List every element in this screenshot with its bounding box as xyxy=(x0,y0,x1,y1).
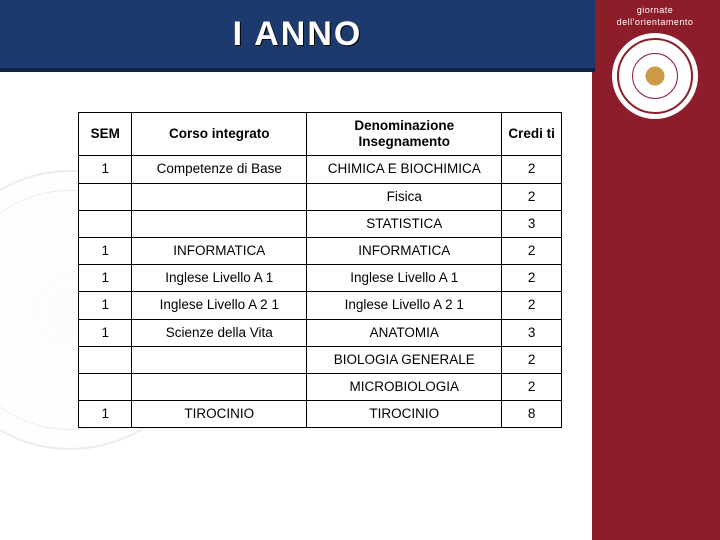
cell-sem: 1 xyxy=(79,237,132,264)
cell-sem xyxy=(79,373,132,400)
logo-top-right: giornate dell'orientamento xyxy=(600,6,710,136)
cell-cred: 8 xyxy=(502,401,562,428)
cell-cred: 2 xyxy=(502,156,562,183)
cell-sem: 1 xyxy=(79,156,132,183)
cell-denom: ANATOMIA xyxy=(307,319,502,346)
table-row: 1 Inglese Livello A 1 Inglese Livello A … xyxy=(79,265,562,292)
col-header-sem: SEM xyxy=(79,113,132,156)
table-header-row: SEM Corso integrato Denominazione Insegn… xyxy=(79,113,562,156)
cell-denom: INFORMATICA xyxy=(307,237,502,264)
cell-denom: Inglese Livello A 1 xyxy=(307,265,502,292)
table-row: 1 Scienze della Vita ANATOMIA 3 xyxy=(79,319,562,346)
cell-cred: 2 xyxy=(502,265,562,292)
cell-cred: 2 xyxy=(502,292,562,319)
cell-cred: 2 xyxy=(502,183,562,210)
cell-sem xyxy=(79,183,132,210)
cell-corso: INFORMATICA xyxy=(132,237,307,264)
cell-denom: MICROBIOLOGIA xyxy=(307,373,502,400)
cell-cred: 2 xyxy=(502,373,562,400)
cell-sem xyxy=(79,210,132,237)
cell-denom: CHIMICA E BIOCHIMICA xyxy=(307,156,502,183)
cell-corso xyxy=(132,346,307,373)
cell-cred: 3 xyxy=(502,319,562,346)
cell-corso: Competenze di Base xyxy=(132,156,307,183)
curriculum-table-wrap: SEM Corso integrato Denominazione Insegn… xyxy=(78,112,562,428)
col-header-cred: Credi ti xyxy=(502,113,562,156)
cell-sem: 1 xyxy=(79,292,132,319)
table-row: MICROBIOLOGIA 2 xyxy=(79,373,562,400)
cell-corso xyxy=(132,373,307,400)
table-row: 1 INFORMATICA INFORMATICA 2 xyxy=(79,237,562,264)
cell-denom: TIROCINIO xyxy=(307,401,502,428)
logo-text-top: giornate xyxy=(637,6,674,15)
cell-corso: TIROCINIO xyxy=(132,401,307,428)
cell-sem: 1 xyxy=(79,401,132,428)
cell-denom: Fisica xyxy=(307,183,502,210)
title-bar: I ANNO xyxy=(0,0,595,72)
page-title: I ANNO xyxy=(233,15,363,54)
cell-corso xyxy=(132,210,307,237)
cell-corso xyxy=(132,183,307,210)
table-row: BIOLOGIA GENERALE 2 xyxy=(79,346,562,373)
curriculum-table: SEM Corso integrato Denominazione Insegn… xyxy=(78,112,562,428)
table-row: 1 Inglese Livello A 2 1 Inglese Livello … xyxy=(79,292,562,319)
cell-cred: 3 xyxy=(502,210,562,237)
logo-text-bottom: dell'orientamento xyxy=(617,18,694,27)
cell-corso: Inglese Livello A 2 1 xyxy=(132,292,307,319)
cell-sem xyxy=(79,346,132,373)
table-row: STATISTICA 3 xyxy=(79,210,562,237)
cell-sem: 1 xyxy=(79,319,132,346)
cell-cred: 2 xyxy=(502,237,562,264)
col-header-corso: Corso integrato xyxy=(132,113,307,156)
logo-seal-icon xyxy=(609,30,701,122)
table-row: 1 Competenze di Base CHIMICA E BIOCHIMIC… xyxy=(79,156,562,183)
cell-denom: Inglese Livello A 2 1 xyxy=(307,292,502,319)
cell-denom: STATISTICA xyxy=(307,210,502,237)
cell-corso: Inglese Livello A 1 xyxy=(132,265,307,292)
cell-cred: 2 xyxy=(502,346,562,373)
cell-denom: BIOLOGIA GENERALE xyxy=(307,346,502,373)
table-row: 1 TIROCINIO TIROCINIO 8 xyxy=(79,401,562,428)
table-row: Fisica 2 xyxy=(79,183,562,210)
col-header-denom: Denominazione Insegnamento xyxy=(307,113,502,156)
cell-corso: Scienze della Vita xyxy=(132,319,307,346)
cell-sem: 1 xyxy=(79,265,132,292)
